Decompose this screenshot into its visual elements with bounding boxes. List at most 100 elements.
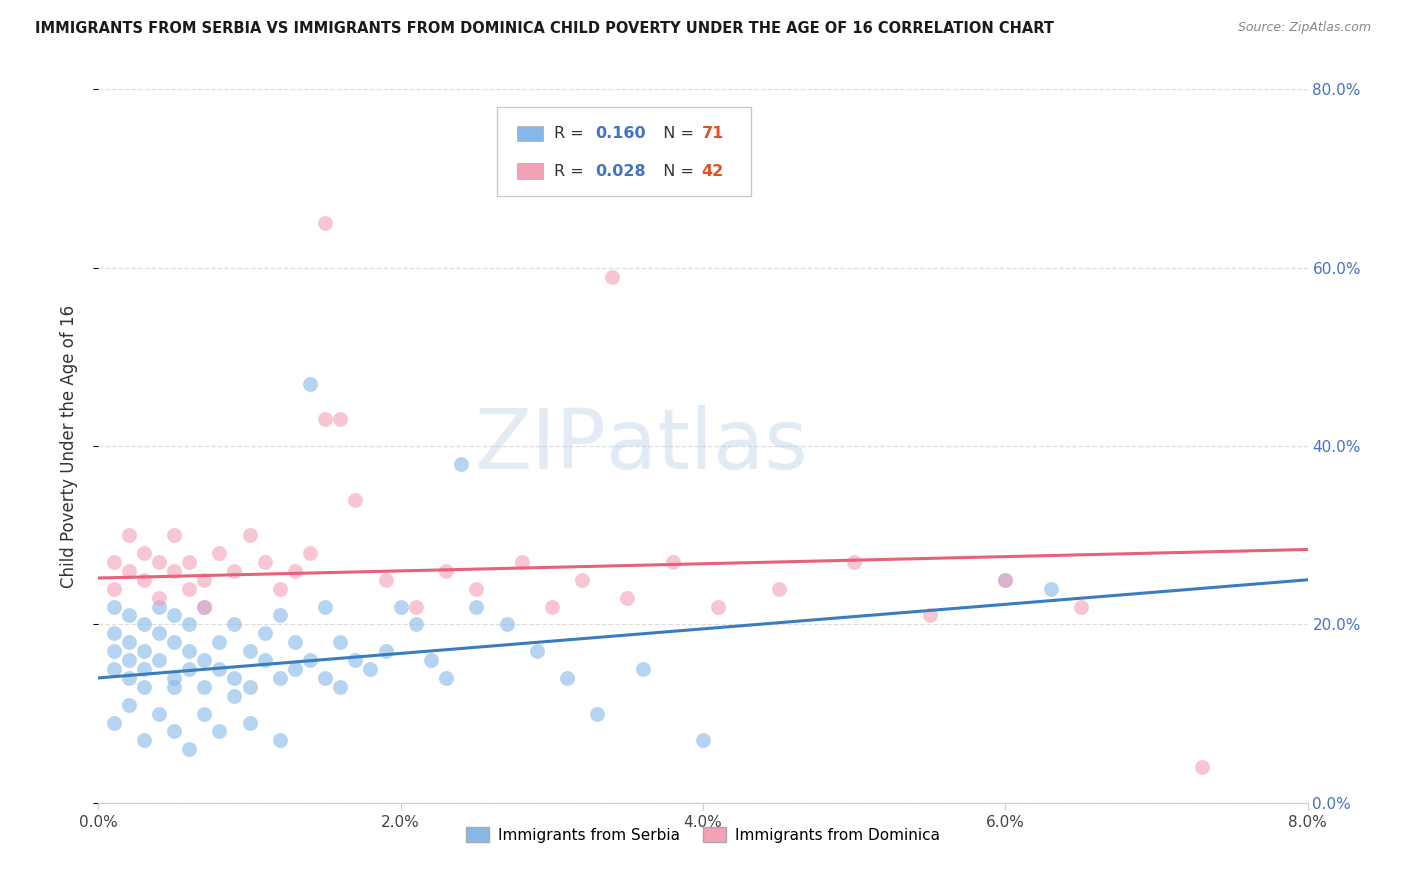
Point [118,698,141,712]
Point [118,671,141,685]
Point [844,555,866,569]
Point [253,626,276,640]
Text: 0.028: 0.028 [595,164,645,178]
Point [132,573,155,587]
Point [314,216,336,230]
FancyBboxPatch shape [517,126,543,141]
Point [253,555,276,569]
Point [224,671,246,685]
Point [329,412,352,426]
Point [420,653,443,667]
Point [314,671,336,685]
Point [163,680,186,694]
Point [103,662,125,676]
Point [253,653,276,667]
Point [768,582,790,596]
Point [224,689,246,703]
Point [661,555,683,569]
Point [540,599,562,614]
Point [239,680,262,694]
Point [707,599,730,614]
Point [103,715,125,730]
Point [405,617,427,632]
Point [495,617,517,632]
Point [284,635,307,649]
Point [163,608,186,623]
Point [994,573,1017,587]
Text: N =: N = [654,164,700,178]
Point [208,724,231,739]
Point [179,582,201,596]
Point [631,662,654,676]
Point [510,555,533,569]
Point [329,635,352,649]
Point [586,706,609,721]
Point [193,680,215,694]
Point [132,617,155,632]
Point [148,626,170,640]
Point [163,564,186,578]
Text: Source: ZipAtlas.com: Source: ZipAtlas.com [1237,21,1371,34]
Point [465,582,488,596]
Point [314,412,336,426]
Point [148,706,170,721]
Point [918,608,941,623]
Point [193,599,215,614]
Point [148,591,170,605]
Point [692,733,714,747]
Point [193,599,215,614]
Point [344,653,367,667]
Point [163,528,186,542]
Point [269,582,291,596]
Point [148,599,170,614]
Point [344,492,367,507]
Point [374,573,396,587]
Text: 42: 42 [702,164,724,178]
Point [103,626,125,640]
Point [193,573,215,587]
Point [148,653,170,667]
Point [132,546,155,560]
Point [269,671,291,685]
Point [163,724,186,739]
Point [103,599,125,614]
Point [163,635,186,649]
FancyBboxPatch shape [517,163,543,179]
Point [103,644,125,658]
Point [118,608,141,623]
Point [434,564,457,578]
Point [269,733,291,747]
Point [118,528,141,542]
Point [103,555,125,569]
Point [132,662,155,676]
Point [314,599,336,614]
Point [434,671,457,685]
Point [132,680,155,694]
Point [103,582,125,596]
Text: R =: R = [554,126,589,141]
Point [284,564,307,578]
Legend: Immigrants from Serbia, Immigrants from Dominica: Immigrants from Serbia, Immigrants from … [460,821,946,848]
Point [239,644,262,658]
Point [526,644,548,658]
Point [179,555,201,569]
Point [118,635,141,649]
Point [118,653,141,667]
Point [179,644,201,658]
Point [269,608,291,623]
Point [179,662,201,676]
Point [193,706,215,721]
Point [329,680,352,694]
Point [193,653,215,667]
Point [299,653,322,667]
Point [360,662,382,676]
Point [239,528,262,542]
Point [284,662,307,676]
Point [224,564,246,578]
Point [465,599,488,614]
Point [299,376,322,391]
Text: IMMIGRANTS FROM SERBIA VS IMMIGRANTS FROM DOMINICA CHILD POVERTY UNDER THE AGE O: IMMIGRANTS FROM SERBIA VS IMMIGRANTS FRO… [35,21,1054,36]
Point [1070,599,1092,614]
Point [118,564,141,578]
FancyBboxPatch shape [498,107,751,196]
